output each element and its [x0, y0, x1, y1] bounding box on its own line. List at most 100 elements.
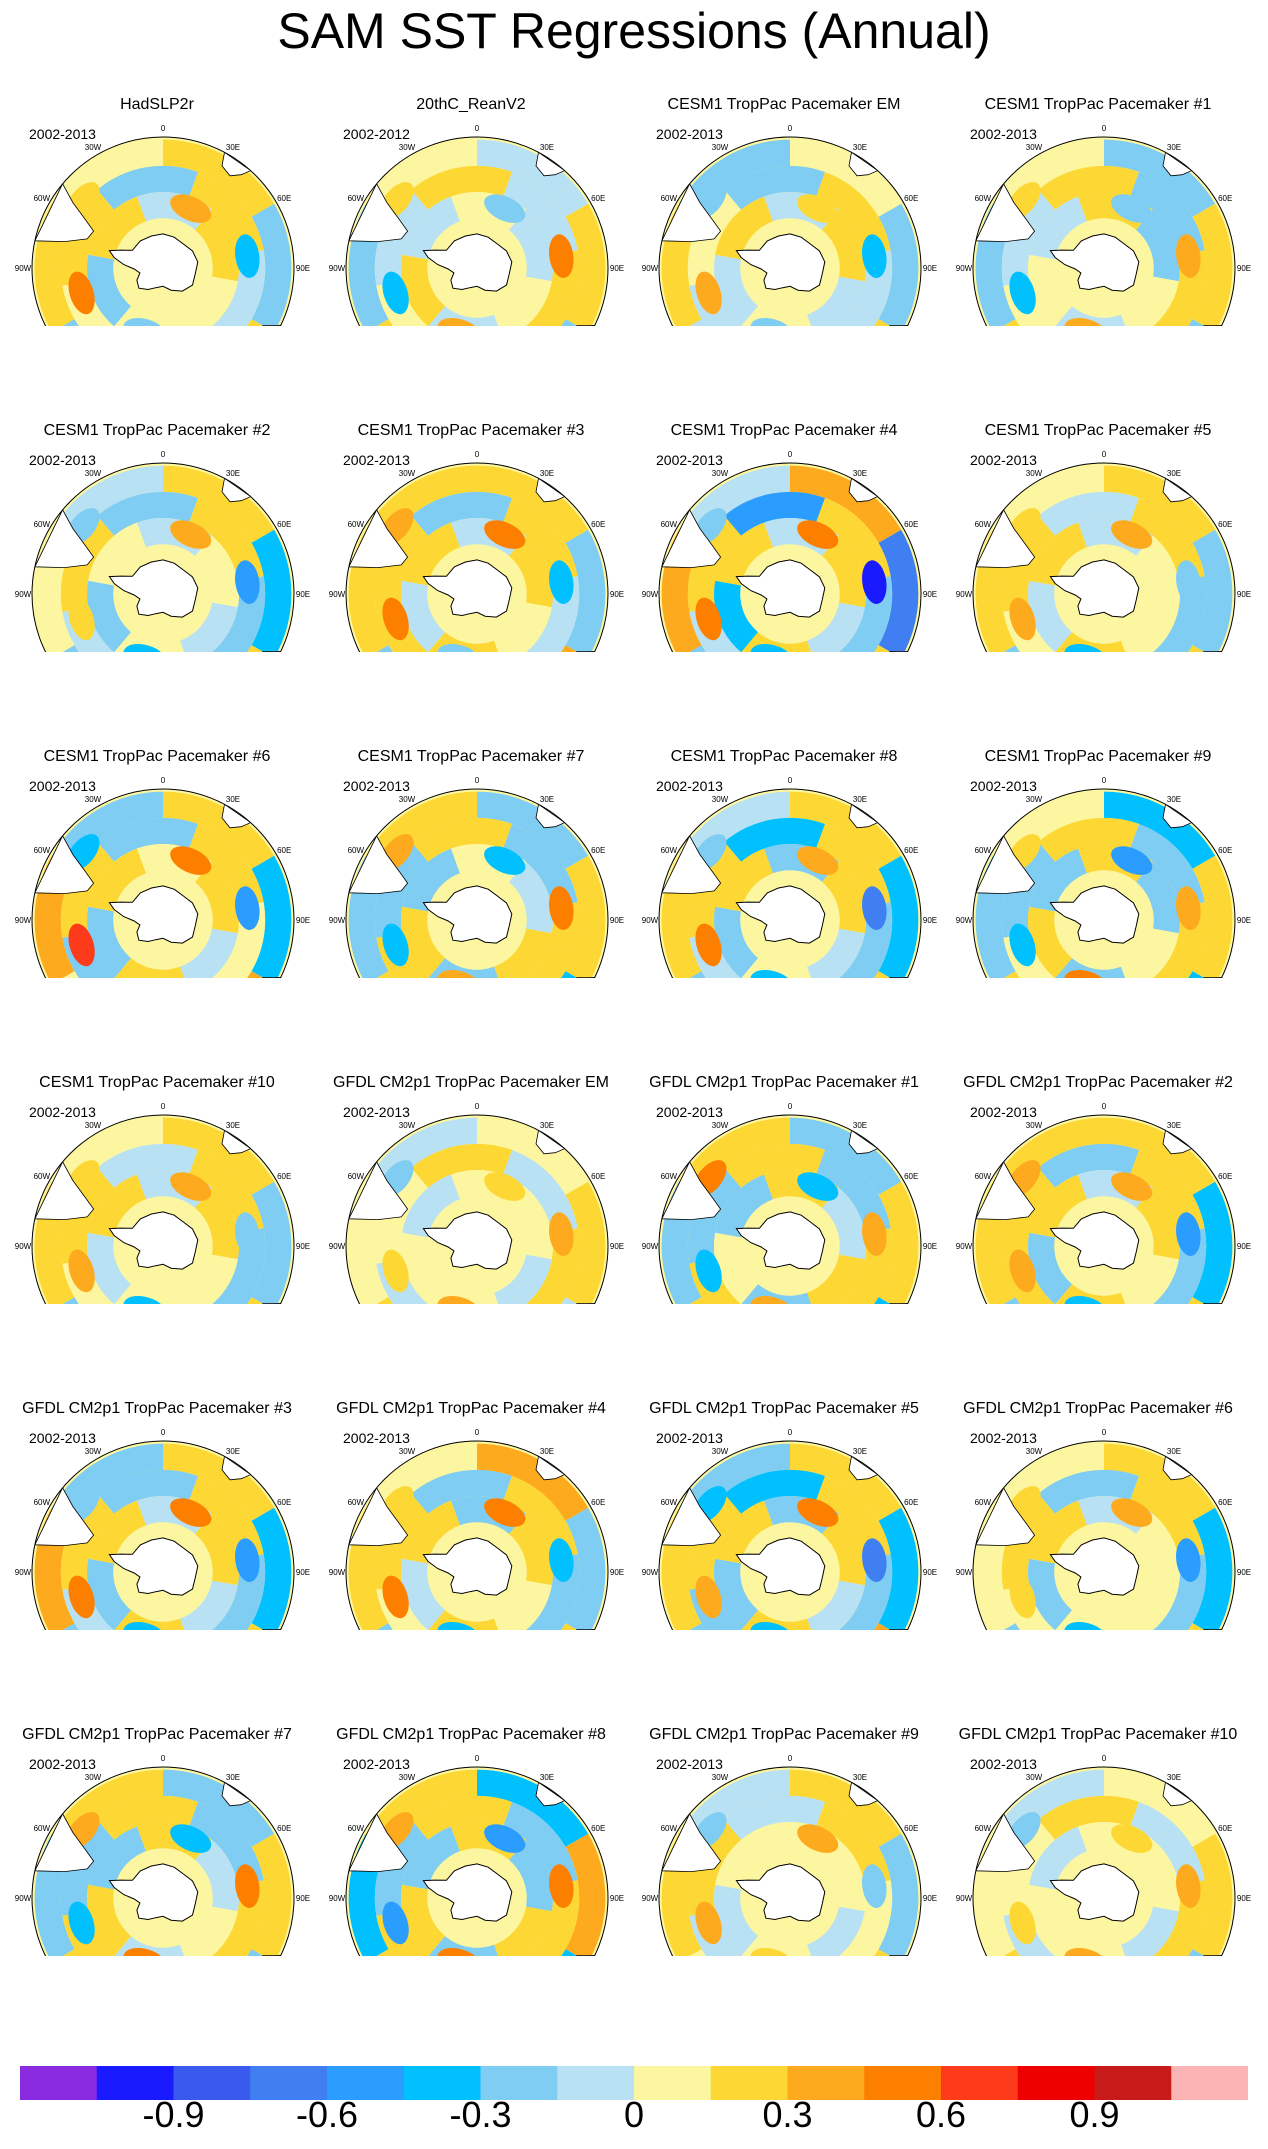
longitude-label: 60W: [348, 846, 365, 855]
land-mass: [1163, 1302, 1223, 1304]
anomaly-region: [382, 271, 409, 315]
land-mass: [1163, 650, 1223, 652]
longitude-label: 90E: [1237, 264, 1251, 273]
anomaly-region: [1029, 196, 1087, 260]
longitude-label: 30W: [399, 1121, 416, 1130]
antarctica-landmass: [108, 1211, 199, 1270]
antarctica-landmass: [422, 559, 513, 618]
polar-map: 030E60E90E120E150E180150W120W90W60W30W: [956, 1102, 1251, 1304]
longitude-label: 90W: [956, 1568, 973, 1577]
longitude-label: 60W: [348, 1824, 365, 1833]
anomaly-region: [1064, 317, 1108, 326]
anomaly-region: [715, 848, 773, 912]
anomaly-region: [807, 276, 865, 326]
longitude-label: 0: [475, 450, 480, 459]
land-mass: [34, 508, 95, 569]
panel-period: 2002-2012: [343, 126, 410, 142]
anomaly-region: [88, 848, 146, 912]
anomaly-region: [1038, 1469, 1139, 1514]
anomaly-region: [565, 1507, 606, 1630]
longitude-label: 30E: [853, 1773, 867, 1782]
anomaly-region: [437, 1947, 481, 1956]
longitude-label: 90W: [15, 1568, 32, 1577]
land-mass: [34, 834, 95, 895]
anomaly-region: [194, 1513, 239, 1586]
anomaly-region: [1064, 643, 1108, 652]
panel-period: 2002-2013: [29, 1104, 96, 1120]
land-mass: [1163, 976, 1223, 978]
anomaly-region: [862, 1864, 887, 1908]
anomaly-region: [1038, 817, 1139, 862]
antarctica-landmass: [108, 1863, 199, 1922]
anomaly-region: [815, 1149, 891, 1233]
map-panel: GFDL CM2p1 TropPac Pacemaker #1 2002-2013…: [627, 978, 941, 1304]
anomaly-region: [565, 1833, 606, 1956]
polar-map: 030E60E90E120E150E180150W120W90W60W30W: [642, 450, 937, 652]
polar-map: 030E60E90E120E150E180150W120W90W60W30W: [956, 776, 1251, 978]
anomaly-region: [797, 194, 839, 223]
anomaly-region: [402, 848, 460, 912]
anomaly-region: [1192, 529, 1233, 652]
anomaly-region: [88, 522, 146, 586]
land-mass: [975, 834, 1036, 895]
polar-map: 030E60E90E120E150E180150W120W90W60W30W: [642, 124, 937, 326]
land-mass: [222, 324, 282, 326]
colorbar: [20, 2066, 1248, 2100]
longitude-label: 60E: [904, 846, 918, 855]
map-boundary: [345, 1766, 609, 1956]
anomaly-region: [1111, 846, 1153, 875]
anomaly-region: [1176, 886, 1201, 930]
anomaly-region: [188, 1149, 264, 1233]
anomaly-region: [715, 522, 773, 586]
land-mass: [849, 650, 909, 652]
anomaly-region: [402, 1174, 460, 1238]
anomaly-region: [1029, 848, 1087, 912]
land-mass: [34, 1160, 95, 1221]
longitude-label: 90E: [1237, 916, 1251, 925]
anomaly-region: [821, 209, 866, 282]
polar-map: 030E60E90E120E150E180150W120W90W60W30W: [329, 450, 624, 652]
anomaly-region: [477, 791, 589, 869]
anomaly-region: [402, 196, 460, 260]
panel-period: 2002-2013: [970, 452, 1037, 468]
anomaly-region: [194, 209, 239, 282]
longitude-label: 30W: [1026, 143, 1043, 152]
anomaly-region: [715, 1826, 773, 1890]
longitude-label: 60E: [591, 520, 605, 529]
anomaly-region: [194, 861, 239, 934]
antarctica-landmass: [735, 1211, 826, 1270]
anomaly-region: [565, 1181, 606, 1304]
panel-title: CESM1 TropPac Pacemaker #5: [984, 422, 1212, 439]
anomaly-region: [815, 497, 891, 581]
anomaly-region: [502, 1149, 578, 1233]
anomaly-region: [484, 1824, 526, 1853]
longitude-label: 60E: [1218, 1824, 1232, 1833]
anomaly-region: [97, 1469, 198, 1514]
longitude-label: 60W: [975, 194, 992, 203]
anomaly-region: [382, 1575, 409, 1619]
longitude-label: 0: [1102, 1102, 1107, 1111]
longitude-label: 30W: [1026, 469, 1043, 478]
anomaly-region: [477, 465, 589, 543]
longitude-label: 30E: [540, 795, 554, 804]
land-mass: [536, 1302, 596, 1304]
anomaly-region: [68, 1901, 95, 1945]
anomaly-region: [163, 139, 275, 217]
longitude-label: 90E: [296, 1894, 310, 1903]
anomaly-region: [714, 254, 759, 326]
longitude-label: 30E: [1167, 469, 1181, 478]
anomaly-region: [1111, 1172, 1153, 1201]
anomaly-region: [797, 1498, 839, 1527]
anomaly-region: [1104, 1769, 1216, 1847]
colorbar-segment: [557, 2066, 635, 2100]
longitude-label: 90W: [329, 1242, 346, 1251]
longitude-label: 90E: [610, 1568, 624, 1577]
anomaly-region: [878, 1833, 919, 1956]
longitude-label: 60E: [591, 194, 605, 203]
longitude-label: 30E: [1167, 143, 1181, 152]
anomaly-region: [878, 1507, 919, 1630]
longitude-label: 60E: [904, 194, 918, 203]
longitude-label: 30E: [853, 1121, 867, 1130]
map-boundary: [972, 788, 1236, 978]
longitude-label: 60E: [277, 520, 291, 529]
